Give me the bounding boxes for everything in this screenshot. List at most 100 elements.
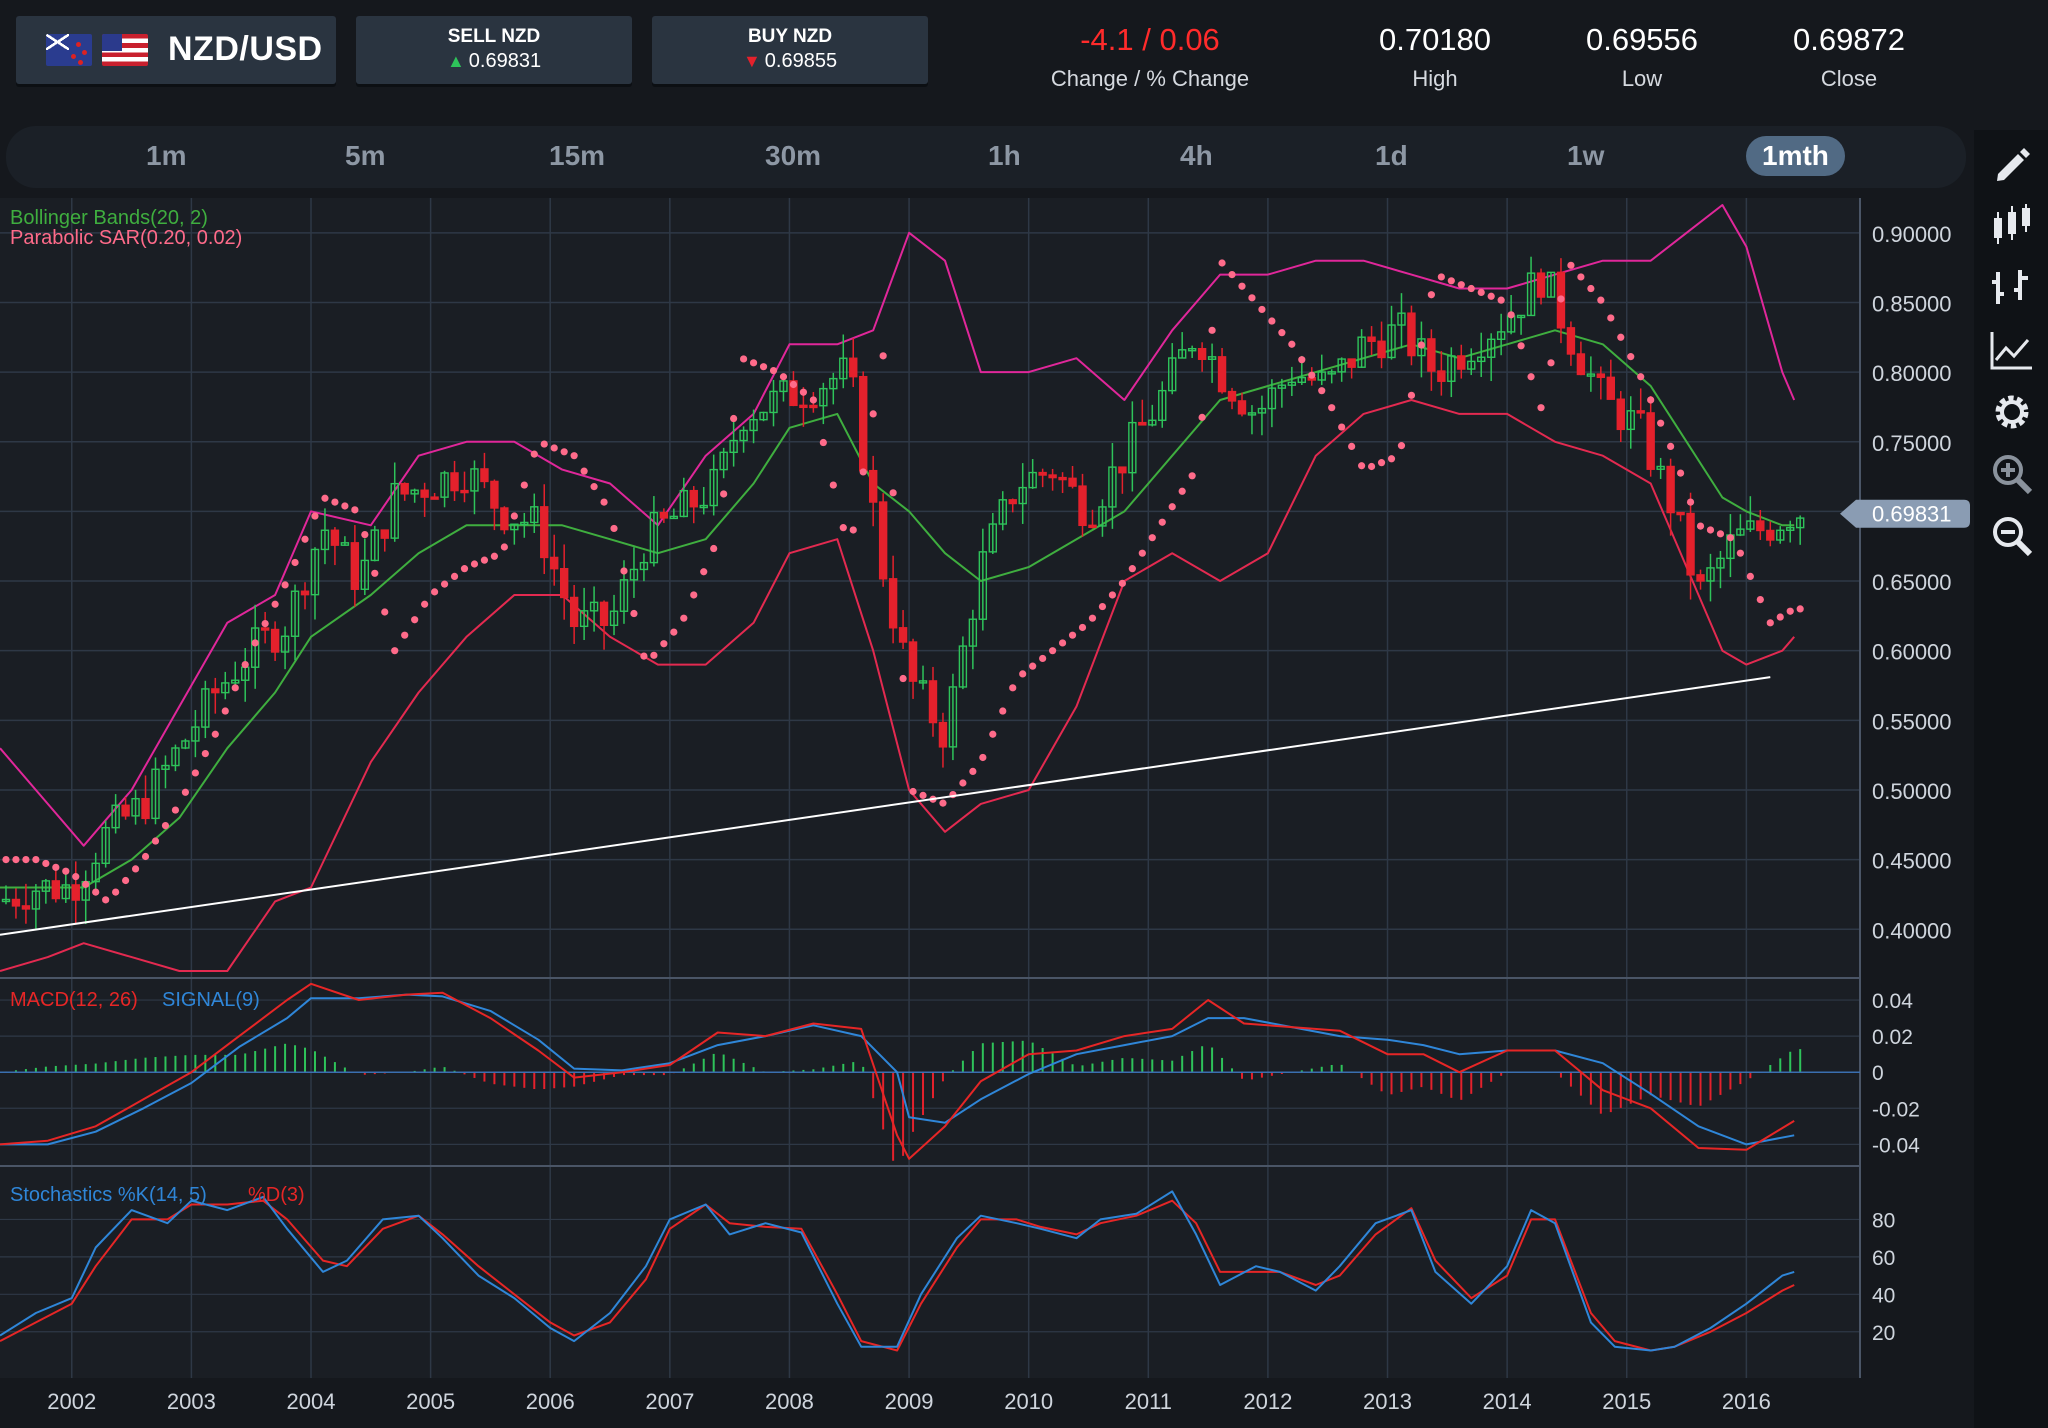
candle-body [121,804,130,817]
candle-body [1128,421,1137,474]
candle-body [171,747,180,767]
pair-selector[interactable]: NZD/USD [16,16,336,84]
candle-body [968,618,978,647]
sar-dot [1507,311,1515,319]
candle-body [470,468,479,492]
candle-body [101,826,110,865]
macd-line [0,982,1795,1160]
year-tick-label: 2012 [1243,1389,1292,1414]
sar-dot [82,880,90,888]
sar-dot [1766,619,1774,627]
candle-body [978,551,988,620]
candle-body [500,507,509,531]
candle-body [579,610,589,628]
sar-dot [421,600,429,608]
change-stat: -4.1 / 0.06 Change / % Change [1030,22,1270,92]
sar-dot [1168,503,1176,511]
sar-dot [401,631,409,639]
tab-1w[interactable]: 1w [1567,140,1605,171]
candlestick-icon[interactable] [1988,202,2036,250]
candle-body [569,596,579,628]
tab-15m[interactable]: 15m [549,140,606,171]
sar-dot [969,767,977,775]
high-value: 0.70180 [1378,22,1492,57]
tab-1m[interactable]: 1m [146,140,187,171]
candle-body [1018,486,1027,505]
bollinger-mid-line [0,329,1795,889]
sar-dot [151,837,160,845]
buy-button[interactable]: BUY NZD ▼ 0.69855 [652,16,928,84]
tab-1mth[interactable]: 1mth [1746,136,1845,176]
sar-dot [391,647,399,655]
tab-30m[interactable]: 30m [765,140,822,171]
sar-dot [1238,282,1246,290]
sar-dot [1696,522,1705,530]
candle-body [609,610,619,627]
sar-dot [351,506,359,514]
sar-dot [550,444,558,452]
sar-dot [520,481,528,489]
tab-4h[interactable]: 4h [1180,140,1213,171]
tab-1d[interactable]: 1d [1375,140,1408,171]
sar-dot [849,526,857,534]
sar-dot [32,856,40,864]
sar-dot [1367,462,1376,471]
zoom-out-icon[interactable] [1988,512,2036,560]
candle-body [1656,465,1665,470]
price-tick-label: 0.40000 [1872,918,1952,943]
candle-body [11,898,21,907]
candle-body [1586,373,1596,377]
candle-body [649,511,659,564]
tab-5m[interactable]: 5m [345,140,386,171]
candle-body [260,627,270,631]
sell-price: 0.69831 [468,50,542,72]
sar-dot [131,865,140,873]
candle-body [749,418,758,432]
stoch-d-line [0,1199,1795,1352]
sar-dot [291,558,299,567]
candle-body [888,578,898,629]
candle-body [400,482,409,495]
sar-dot [919,791,927,799]
candle-body [1088,524,1097,529]
gear-icon[interactable] [1988,388,2036,436]
candle-body [330,529,340,546]
price-tick-label: 0.80000 [1872,361,1952,386]
sar-dot [809,396,817,404]
bar-chart-icon[interactable] [1988,264,2036,312]
candle-body [1467,360,1476,370]
sar-dot [1627,353,1635,361]
tab-1h[interactable]: 1h [988,140,1021,171]
candle-body [1795,517,1805,529]
sar-dot [759,363,768,371]
candle-body [1277,384,1287,389]
candle-body [1068,477,1077,487]
candle-body [719,451,728,471]
candle-body [71,884,80,901]
price-chart[interactable]: 0.900000.850000.800000.750000.700000.650… [0,198,1972,1428]
sar-dot [829,481,837,489]
candle-body [430,496,439,500]
sar-dot [580,467,588,475]
us-flag-icon [102,34,148,66]
candle-body [1666,465,1675,514]
candle-body [1427,338,1436,372]
line-chart-icon[interactable] [1988,326,2036,374]
sar-dot [1577,273,1585,281]
sar-dot [1487,292,1495,300]
sar-dot [361,531,369,539]
sell-button[interactable]: SELL NZD ▲ 0.69831 [356,16,632,84]
sar-dot [1746,572,1754,580]
macd-tick-label: 0.02 [1872,1026,1913,1049]
pencil-icon[interactable] [1988,140,2036,188]
high-label: High [1412,66,1458,91]
sar-dot [1667,442,1675,450]
zoom-in-icon[interactable] [1988,450,2036,498]
sar-dot [1049,647,1057,655]
stoch-tick-label: 20 [1872,1322,1895,1345]
candle-body [819,387,828,407]
sar-dot [640,652,648,660]
bollinger-legend: Bollinger Bands(20, 2) [10,207,208,229]
sar-dot [22,856,30,864]
candle-body [290,590,300,637]
